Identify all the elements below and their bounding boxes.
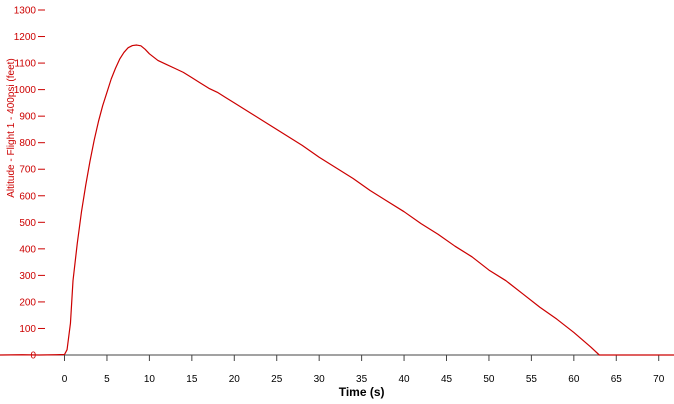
y-tick-label: 500: [19, 218, 36, 229]
x-tick-label: 55: [526, 374, 538, 385]
x-axis-title: Time (s): [339, 385, 385, 399]
x-tick-label: 65: [611, 374, 623, 385]
y-tick-label: 700: [19, 165, 36, 176]
x-tick-label: 40: [398, 374, 410, 385]
plot-area: [0, 44, 674, 356]
y-tick-label: 100: [19, 324, 36, 335]
x-tick-label: 20: [229, 374, 241, 385]
y-tick-label: 1100: [14, 59, 36, 70]
y-axis-title: Altitude - Flight 1 - 400psi (feet): [6, 58, 17, 198]
y-tick-label: 1300: [14, 6, 37, 17]
y-tick-label: 1200: [14, 32, 37, 43]
y-tick-label: 600: [19, 191, 36, 202]
series-line: [0, 44, 674, 356]
x-axis: 0 5 10 15 20 25 30 35 40 45 50 55 60 65 70: [0, 354, 674, 385]
x-tick-label: 5: [104, 374, 110, 385]
x-tick-label: 15: [186, 374, 198, 385]
y-tick-label: 300: [19, 271, 36, 282]
y-tick-label: 200: [19, 297, 36, 308]
x-tick-label: 50: [483, 374, 495, 385]
x-tick-label: 70: [653, 374, 665, 385]
y-tick-label: 800: [19, 138, 36, 149]
x-tick-label: 45: [441, 374, 453, 385]
x-tick-label: 10: [144, 374, 156, 385]
x-tick-label: 30: [314, 374, 326, 385]
y-tick-label: 1000: [14, 85, 37, 96]
y-tick-label: 0: [30, 351, 36, 362]
x-tick-label: 0: [62, 374, 68, 385]
y-tick-label: 900: [19, 112, 36, 123]
x-tick-label: 35: [356, 374, 368, 385]
y-axis: 0 100 200 300 400 500 600 700 800 900 1000 1100 1200…: [14, 6, 45, 362]
y-tick-label: 400: [19, 244, 36, 255]
x-tick-label: 60: [568, 374, 580, 385]
x-tick-label: 25: [271, 374, 283, 385]
